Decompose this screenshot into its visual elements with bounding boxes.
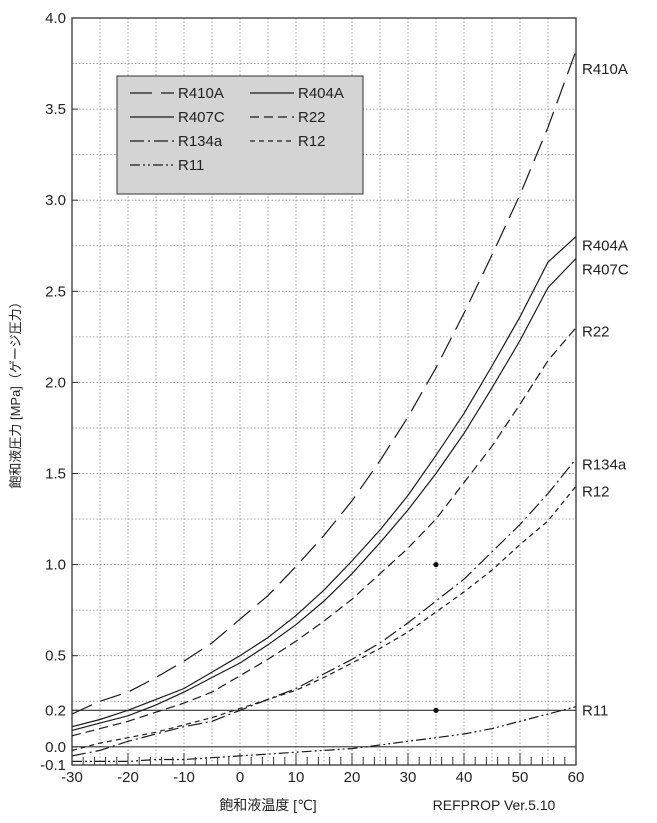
x-tick-label: 20	[344, 769, 361, 786]
y-tick-label: -0.1	[40, 757, 66, 774]
y-tick-label: 2.5	[45, 283, 66, 300]
series-line-r404a	[71, 236, 577, 728]
y-tick-label: 0.2	[45, 702, 66, 719]
legend-box	[116, 75, 364, 195]
series-line-r11	[72, 706, 577, 763]
legend-label-r410a: R410A	[178, 85, 224, 102]
y-tick-label: 4.0	[45, 10, 66, 27]
series-label-r404a: R404A	[582, 238, 628, 255]
y-axis-title: 飽和液圧力 [MPa]（ゲージ圧力）	[8, 295, 23, 488]
series-line-r407c	[71, 258, 577, 731]
legend-label-r407c: R407C	[178, 109, 225, 126]
y-tick-label: 0.0	[45, 739, 66, 756]
x-tick-label: 60	[568, 769, 585, 786]
x-axis-title: 飽和液温度 [℃]	[219, 797, 316, 813]
series-label-r134a: R134a	[582, 456, 627, 473]
series-line-r410a	[71, 50, 577, 715]
marked-point	[433, 707, 439, 713]
axis-layer: -30 -20 -10 0 10 20 30 40 50 60 -0.10.0 0.2 0.5 1.0 1.…	[40, 10, 584, 786]
y-tick-label: 3.0	[45, 192, 66, 209]
x-tick-label: 50	[512, 769, 529, 786]
legend: R410A R404A R407C R22 R134a R12 R11	[116, 75, 364, 195]
x-tick-label: 0	[236, 769, 244, 786]
plot-border	[71, 17, 577, 766]
legend-label-r22: R22	[298, 109, 326, 126]
x-tick-label: 30	[400, 769, 417, 786]
legend-label-r404a: R404A	[298, 85, 344, 102]
legend-label-r12: R12	[298, 133, 326, 150]
y-tick-label: 0.5	[45, 648, 66, 665]
y-tick-label: 1.5	[45, 465, 66, 482]
legend-label-r134a: R134a	[178, 133, 223, 150]
x-tick-label: 40	[456, 769, 473, 786]
series-line-r22	[71, 327, 577, 737]
legend-label-r11: R11	[178, 157, 204, 174]
series-label-r11: R11	[582, 702, 608, 719]
y-tick-label: 3.5	[45, 101, 66, 118]
series-label-r407c: R407C	[582, 261, 629, 278]
y-tick-label: 2.0	[45, 374, 66, 391]
series-label-r22: R22	[582, 323, 610, 340]
source-note: REFPROP Ver.5.10	[433, 797, 556, 813]
plot-frame	[71, 17, 577, 766]
marked-point	[433, 561, 439, 568]
x-tick-label: -10	[173, 769, 195, 786]
x-tick-label: 10	[288, 769, 305, 786]
series-layer	[71, 50, 577, 763]
label-layer: 飽和液温度 [℃] REFPROP Ver.5.10 飽和液圧力 [MPa]（ゲ…	[8, 61, 629, 813]
y-tick-label: 1.0	[45, 557, 66, 574]
series-label-r12: R12	[582, 484, 610, 501]
x-tick-label: -20	[117, 769, 139, 786]
series-line-r12	[71, 485, 577, 751]
series-label-r410a: R410A	[582, 61, 628, 78]
series-line-r134a	[71, 458, 577, 757]
x-tick-label: -30	[61, 769, 83, 786]
